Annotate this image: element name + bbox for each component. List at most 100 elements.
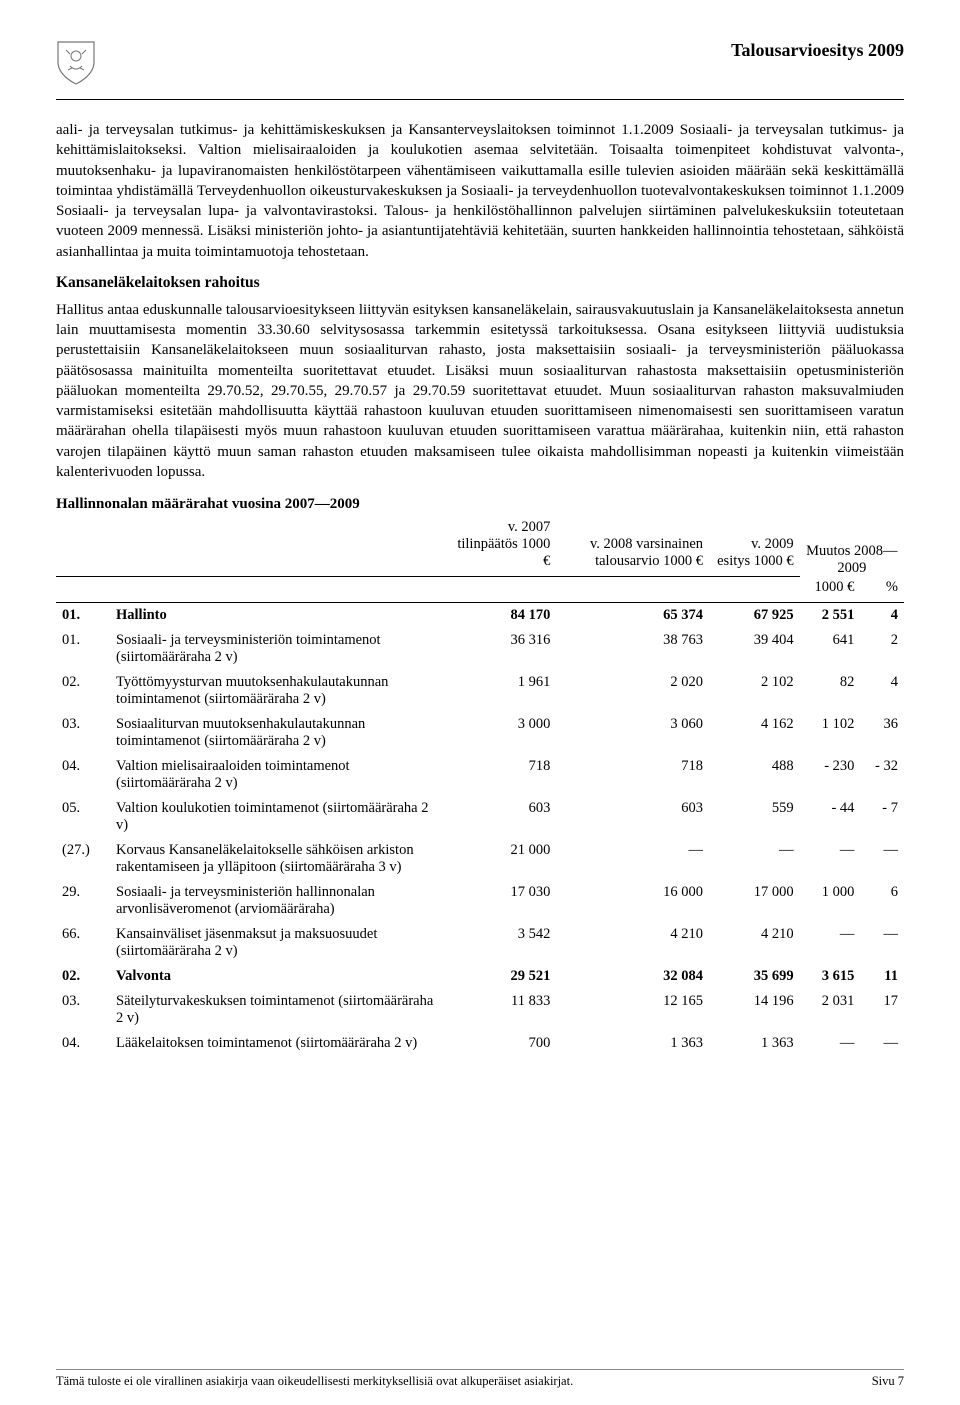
row-value: 16 000 (556, 880, 709, 922)
col-header-2007: v. 2007 tilinpäätös 1000 € (442, 517, 556, 577)
row-value: — (800, 922, 861, 964)
row-code: 02. (56, 670, 110, 712)
row-value: 35 699 (709, 964, 800, 989)
row-label: Sosiaali- ja terveysministeriön toiminta… (110, 628, 442, 670)
row-value: 4 (860, 670, 904, 712)
row-value: 65 374 (556, 602, 709, 628)
row-value: 3 060 (556, 712, 709, 754)
table-row: 66.Kansainväliset jäsenmaksut ja maksuos… (56, 922, 904, 964)
row-code: 03. (56, 712, 110, 754)
col-header-2008: v. 2008 varsinainen talousarvio 1000 € (556, 517, 709, 577)
row-value: 1 363 (709, 1031, 800, 1056)
row-value: — (860, 1031, 904, 1056)
table-row: 04.Lääkelaitoksen toimintamenot (siirtom… (56, 1031, 904, 1056)
row-code: 03. (56, 989, 110, 1031)
row-code: 04. (56, 1031, 110, 1056)
body-paragraph-2: Hallitus antaa eduskunnalle talousarvioe… (56, 300, 904, 482)
row-value: 11 833 (442, 989, 556, 1031)
row-value: 4 210 (556, 922, 709, 964)
row-value: 11 (860, 964, 904, 989)
row-value: 3 000 (442, 712, 556, 754)
row-value: 718 (442, 754, 556, 796)
footer-page-number: Sivu 7 (872, 1374, 904, 1389)
row-code: 29. (56, 880, 110, 922)
row-value: 2 551 (800, 602, 861, 628)
row-value: 1 363 (556, 1031, 709, 1056)
row-code: 04. (56, 754, 110, 796)
table-row: 04.Valtion mielisairaaloiden toimintamen… (56, 754, 904, 796)
row-value: 82 (800, 670, 861, 712)
footer-disclaimer: Tämä tuloste ei ole virallinen asiakirja… (56, 1374, 573, 1389)
page-header: Talousarvioesitys 2009 (56, 40, 904, 100)
col-header-2009: v. 2009 esitys 1000 € (709, 517, 800, 577)
row-label: Valvonta (110, 964, 442, 989)
row-value: 1 000 (800, 880, 861, 922)
row-value: 603 (442, 796, 556, 838)
row-value: 29 521 (442, 964, 556, 989)
row-value: 718 (556, 754, 709, 796)
row-value: 6 (860, 880, 904, 922)
row-value: 12 165 (556, 989, 709, 1031)
row-value: — (860, 838, 904, 880)
table-row: 01.Sosiaali- ja terveysministeriön toimi… (56, 628, 904, 670)
row-value: — (556, 838, 709, 880)
coat-of-arms-icon (56, 40, 96, 91)
row-value: 2 020 (556, 670, 709, 712)
table-row: 03.Sosiaaliturvan muutoksenhakulautakunn… (56, 712, 904, 754)
table-row: 01.Hallinto84 17065 37467 9252 5514 (56, 602, 904, 628)
row-value: 559 (709, 796, 800, 838)
row-value: - 44 (800, 796, 861, 838)
row-value: 21 000 (442, 838, 556, 880)
row-code: 66. (56, 922, 110, 964)
row-code: (27.) (56, 838, 110, 880)
row-value: 84 170 (442, 602, 556, 628)
row-label: Säteilyturvakeskuksen toimintamenot (sii… (110, 989, 442, 1031)
header-title: Talousarvioesitys 2009 (731, 40, 904, 61)
row-value: 603 (556, 796, 709, 838)
row-value: 14 196 (709, 989, 800, 1031)
row-value: 38 763 (556, 628, 709, 670)
row-code: 01. (56, 628, 110, 670)
row-label: Sosiaali- ja terveysministeriön hallinno… (110, 880, 442, 922)
col-header-change-pct: % (860, 577, 904, 603)
row-value: - 7 (860, 796, 904, 838)
row-value: 67 925 (709, 602, 800, 628)
table-row: 05.Valtion koulukotien toimintamenot (si… (56, 796, 904, 838)
row-value: - 32 (860, 754, 904, 796)
row-label: Korvaus Kansaneläkelaitokselle sähköisen… (110, 838, 442, 880)
page-footer: Tämä tuloste ei ole virallinen asiakirja… (56, 1369, 904, 1389)
row-value: 3 615 (800, 964, 861, 989)
row-code: 02. (56, 964, 110, 989)
row-value: 1 961 (442, 670, 556, 712)
row-value: 641 (800, 628, 861, 670)
table-row: 02.Työttömyysturvan muutoksenhakulautaku… (56, 670, 904, 712)
table-row: 29.Sosiaali- ja terveysministeriön halli… (56, 880, 904, 922)
row-value: 1 102 (800, 712, 861, 754)
row-value: 2 031 (800, 989, 861, 1031)
body-paragraph-1: aali- ja terveysalan tutkimus- ja kehitt… (56, 120, 904, 262)
row-value: — (800, 1031, 861, 1056)
row-value: 32 084 (556, 964, 709, 989)
row-value: 700 (442, 1031, 556, 1056)
table-row: (27.)Korvaus Kansaneläkelaitokselle sähk… (56, 838, 904, 880)
row-value: — (860, 922, 904, 964)
row-value: - 230 (800, 754, 861, 796)
row-value: — (709, 838, 800, 880)
row-code: 01. (56, 602, 110, 628)
table-title: Hallinnonalan määrärahat vuosina 2007—20… (56, 496, 904, 513)
row-label: Valtion mielisairaaloiden toimintamenot … (110, 754, 442, 796)
row-value: 4 162 (709, 712, 800, 754)
row-label: Lääkelaitoksen toimintamenot (siirtomäär… (110, 1031, 442, 1056)
row-label: Hallinto (110, 602, 442, 628)
row-value: 2 102 (709, 670, 800, 712)
row-value: 17 000 (709, 880, 800, 922)
row-code: 05. (56, 796, 110, 838)
row-value: 4 210 (709, 922, 800, 964)
row-value: 39 404 (709, 628, 800, 670)
col-header-change-abs: 1000 € (800, 577, 861, 603)
row-label: Valtion koulukotien toimintamenot (siirt… (110, 796, 442, 838)
col-header-change-top: Muutos 2008—2009 (800, 517, 904, 577)
table-row: 03.Säteilyturvakeskuksen toimintamenot (… (56, 989, 904, 1031)
section-heading-kela: Kansaneläkelaitoksen rahoitus (56, 274, 904, 292)
row-label: Kansainväliset jäsenmaksut ja maksuosuud… (110, 922, 442, 964)
